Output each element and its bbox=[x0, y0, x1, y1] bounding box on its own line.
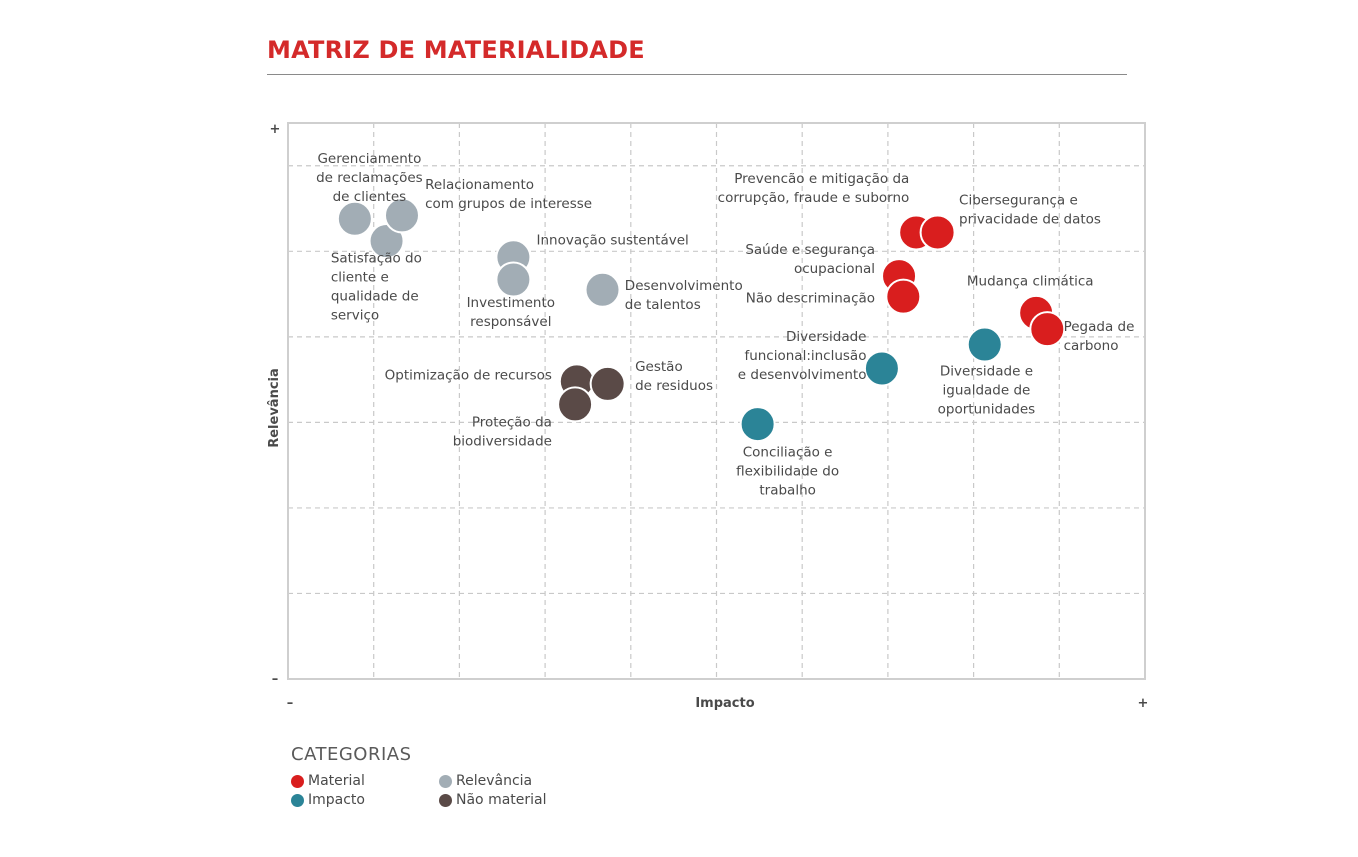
legend-label-relevancia: Relevância bbox=[456, 773, 533, 789]
annotation-line: ocupacional bbox=[794, 261, 875, 277]
point-annotation: Relacionamento com grupos de interesse bbox=[425, 177, 592, 212]
annotation-line: Gestão bbox=[635, 359, 683, 375]
annotation-line: Mudança climática bbox=[967, 274, 1094, 290]
point-annotation: Prevencão e mitigação da corrupção, fraud… bbox=[718, 171, 910, 206]
legend-item-material: Material bbox=[291, 773, 365, 789]
annotation-line: Diversidade bbox=[786, 329, 867, 345]
data-point-material bbox=[919, 214, 956, 251]
point-annotation: Innovação sustentável bbox=[537, 232, 689, 248]
impacto-dot-icon bbox=[291, 793, 304, 807]
annotation-line: Diversidade e bbox=[940, 363, 1033, 379]
annotation-line: responsável bbox=[470, 314, 551, 330]
annotation-line: trabalho bbox=[759, 483, 816, 499]
data-point-impacto bbox=[863, 350, 900, 387]
annotation-line: oportunidades bbox=[938, 401, 1036, 417]
annotation-line: Investimento bbox=[467, 295, 555, 311]
annotation-line: Cibersegurança e bbox=[959, 192, 1078, 208]
data-point-material bbox=[1029, 311, 1066, 348]
x-axis-min-label: – bbox=[287, 696, 294, 711]
point-annotation: Gestão de residuos bbox=[635, 359, 713, 394]
annotation-line: qualidade de bbox=[331, 288, 419, 304]
data-point-relevância bbox=[584, 271, 621, 308]
material-dot-icon bbox=[291, 774, 304, 788]
annotation-line: com grupos de interesse bbox=[425, 196, 592, 212]
legend-item-relevancia: Relevância bbox=[439, 773, 532, 789]
annotation-line: de residuos bbox=[635, 378, 713, 394]
legend-label-material: Material bbox=[308, 773, 365, 789]
annotation-line: Não descriminação bbox=[746, 291, 875, 307]
point-annotation: Não descriminação bbox=[746, 291, 875, 307]
chart-grid bbox=[288, 123, 1145, 679]
point-annotation: Satisfação do cliente e qualidade de serviç… bbox=[331, 250, 422, 323]
annotation-line: Saúde e segurança bbox=[745, 242, 875, 258]
point-annotation: Investimento responsável bbox=[467, 295, 555, 330]
annotation-line: de reclamações bbox=[316, 170, 423, 186]
data-point-impacto bbox=[966, 326, 1003, 363]
annotation-line: de clientes bbox=[333, 189, 407, 205]
point-annotation: Conciliação e flexibilidade do trabalho bbox=[736, 445, 839, 499]
data-point-relevância bbox=[336, 200, 373, 237]
data-point-impacto bbox=[739, 406, 776, 443]
point-annotation: Diversidade e igualdade de oportunidades bbox=[938, 363, 1036, 417]
point-annotation: Proteção da biodiversidade bbox=[453, 415, 552, 450]
annotation-line: Gerenciamento bbox=[317, 151, 421, 167]
data-point-não-material bbox=[589, 365, 626, 402]
annotation-line: funcional:inclusão bbox=[744, 348, 866, 364]
relevancia-dot-icon bbox=[439, 774, 452, 788]
chart-annotations: Gerenciamento de reclamações de clientes Re… bbox=[316, 151, 1134, 498]
annotation-line: Relacionamento bbox=[425, 177, 534, 193]
annotation-line: Optimização de recursos bbox=[385, 368, 552, 384]
point-annotation: Cibersegurança e privacidade de datos bbox=[959, 192, 1101, 227]
data-point-relevância bbox=[495, 261, 532, 298]
point-annotation: Optimização de recursos bbox=[385, 368, 552, 384]
legend-item-impacto: Impacto bbox=[291, 792, 365, 808]
point-annotation: Gerenciamento de reclamações de clientes bbox=[316, 151, 423, 205]
legend-label-nao-material: Não material bbox=[456, 792, 547, 808]
legend-title: CATEGORIAS bbox=[291, 744, 412, 765]
annotation-line: Pegada de bbox=[1064, 319, 1135, 335]
page-title: MATRIZ DE MATERIALIDADE bbox=[267, 36, 645, 64]
nao-material-dot-icon bbox=[439, 793, 452, 807]
annotation-line: Desenvolvimento bbox=[625, 278, 743, 294]
x-axis-max-label: + bbox=[1138, 696, 1149, 711]
point-annotation: Saúde e segurança ocupacional bbox=[745, 242, 875, 277]
annotation-line: corrupção, fraude e suborno bbox=[718, 190, 910, 206]
annotation-line: privacidade de datos bbox=[959, 211, 1101, 227]
chart-points bbox=[336, 197, 1066, 443]
y-axis-min-label: – bbox=[272, 672, 279, 687]
data-point-relevância bbox=[383, 197, 420, 234]
data-point-material bbox=[885, 278, 922, 315]
legend-item-nao-material: Não material bbox=[439, 792, 547, 808]
annotation-line: biodiversidade bbox=[453, 434, 552, 450]
annotation-line: Prevencão e mitigação da bbox=[734, 171, 909, 187]
annotation-line: de talentos bbox=[625, 297, 701, 313]
legend-label-impacto: Impacto bbox=[308, 792, 365, 808]
y-axis-label: Relevância bbox=[267, 368, 282, 448]
y-axis-max-label: + bbox=[270, 122, 281, 137]
annotation-line: Proteção da bbox=[472, 415, 552, 431]
annotation-line: flexibilidade do bbox=[736, 464, 839, 480]
annotation-line: Innovação sustentável bbox=[537, 232, 689, 248]
annotation-line: serviço bbox=[331, 307, 379, 323]
annotation-line: Satisfação do bbox=[331, 250, 422, 266]
x-axis-label: Impacto bbox=[695, 696, 754, 711]
annotation-line: igualdade de bbox=[943, 382, 1031, 398]
point-annotation: Desenvolvimento de talentos bbox=[625, 278, 743, 313]
plot-frame bbox=[287, 122, 1146, 680]
annotation-line: carbono bbox=[1064, 338, 1119, 354]
point-annotation: Mudança climática bbox=[967, 274, 1094, 290]
point-annotation: Diversidade funcional:inclusão e desenvolv… bbox=[738, 329, 867, 383]
data-point-não-material bbox=[557, 386, 594, 423]
title-divider bbox=[267, 74, 1127, 75]
annotation-line: Conciliação e bbox=[743, 445, 833, 461]
point-annotation: Pegada de carbono bbox=[1064, 319, 1135, 354]
annotation-line: cliente e bbox=[331, 269, 389, 285]
annotation-line: e desenvolvimento bbox=[738, 367, 867, 383]
